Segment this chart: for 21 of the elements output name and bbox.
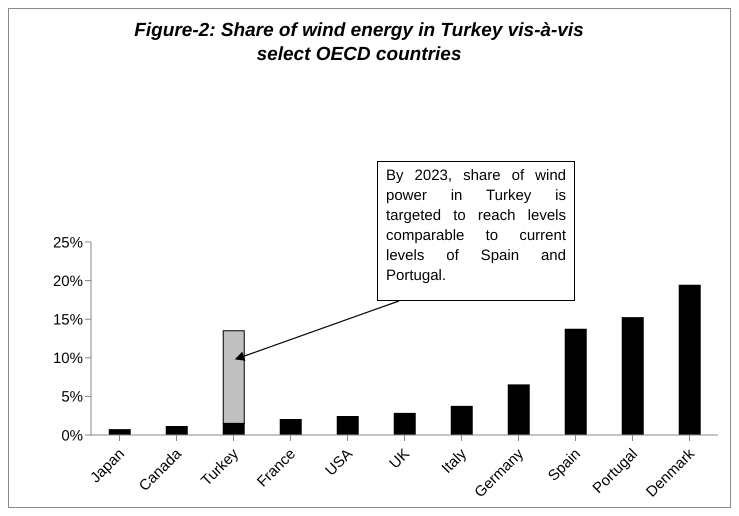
bar — [450, 406, 473, 435]
x-tick-label: Italy — [438, 445, 470, 477]
y-tick-label: 0% — [61, 427, 83, 444]
y-tick-label: 20% — [52, 272, 83, 290]
y-tick-label: 15% — [52, 312, 83, 329]
y-tick-label: 5% — [61, 388, 83, 406]
bar — [280, 419, 302, 435]
bar — [622, 317, 644, 435]
bar — [108, 429, 131, 435]
bar — [678, 284, 701, 435]
bar — [564, 328, 587, 435]
y-tick-label: 10% — [52, 350, 83, 368]
x-tick-label: USA — [322, 445, 356, 480]
annotation: By 2023, share of wind power in Turkey is targeted to reach levels comparable to current levels of Spain and Portugal. — [377, 161, 575, 301]
chart-title: Figure-2: Share of wind energy in Turkey vis-à-vis select OECD countries — [133, 19, 585, 67]
y-tick-label: 25% — [52, 234, 83, 252]
bar — [394, 412, 416, 435]
x-tick-label: UK — [386, 445, 413, 472]
bar — [508, 384, 530, 435]
bar — [166, 426, 188, 435]
bar — [336, 416, 359, 435]
